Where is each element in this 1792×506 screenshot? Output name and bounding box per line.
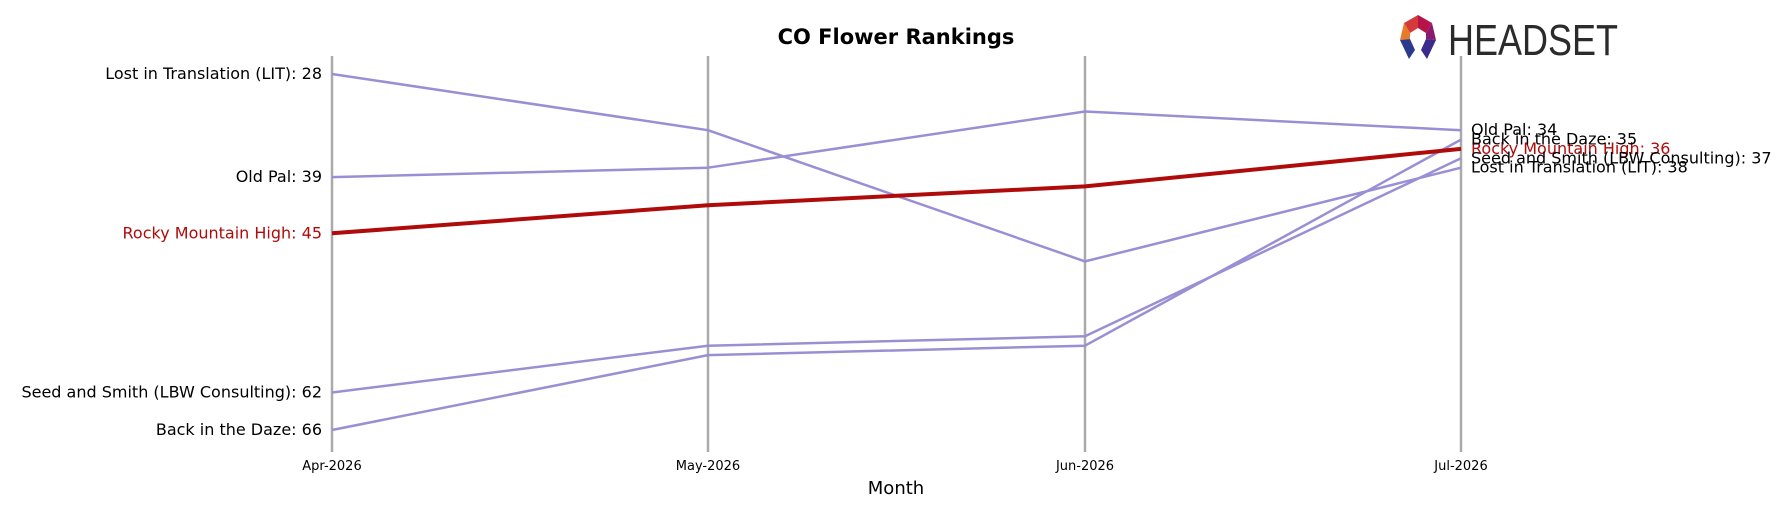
end-label-lost-in-translation-lit: Lost in Translation (LIT): 38 [1471, 158, 1688, 177]
end-label-rocky-mountain-high: Rocky Mountain High: 36 [1471, 139, 1670, 158]
x-tick-apr-2026: Apr-2026 [302, 459, 361, 474]
start-label-back-in-the-daze: Back in the Daze: 66 [156, 420, 322, 439]
x-tick-jun-2026: Jun-2026 [1055, 459, 1114, 474]
headset-logo-icon [1400, 15, 1436, 59]
x-tick-jul-2026: Jul-2026 [1433, 459, 1487, 474]
end-label-old-pal: Old Pal: 34 [1471, 120, 1557, 139]
end-label-back-in-the-daze: Back in the Daze: 35 [1471, 130, 1637, 149]
start-label-seed-and-smith-lbw-consulting: Seed and Smith (LBW Consulting): 62 [21, 383, 322, 402]
series-line-seed-and-smith-lbw-consulting [331, 157, 1462, 394]
headset-logo: HEADSET [1400, 15, 1618, 65]
start-label-lost-in-translation-lit: Lost in Translation (LIT): 28 [105, 64, 322, 83]
x-tick-may-2026: May-2026 [676, 459, 740, 474]
series-line-back-in-the-daze [331, 138, 1462, 432]
x-axis-label: Month [868, 478, 924, 499]
start-label-rocky-mountain-high: Rocky Mountain High: 45 [123, 223, 322, 242]
end-label-seed-and-smith-lbw-consulting: Seed and Smith (LBW Consulting): 37 [1471, 148, 1772, 167]
chart-title: CO Flower Rankings [778, 25, 1015, 49]
start-label-old-pal: Old Pal: 39 [236, 167, 322, 186]
headset-logo-text: HEADSET [1448, 16, 1618, 65]
series-line-rocky-mountain-high [331, 146, 1462, 236]
series-line-old-pal [331, 110, 1462, 179]
